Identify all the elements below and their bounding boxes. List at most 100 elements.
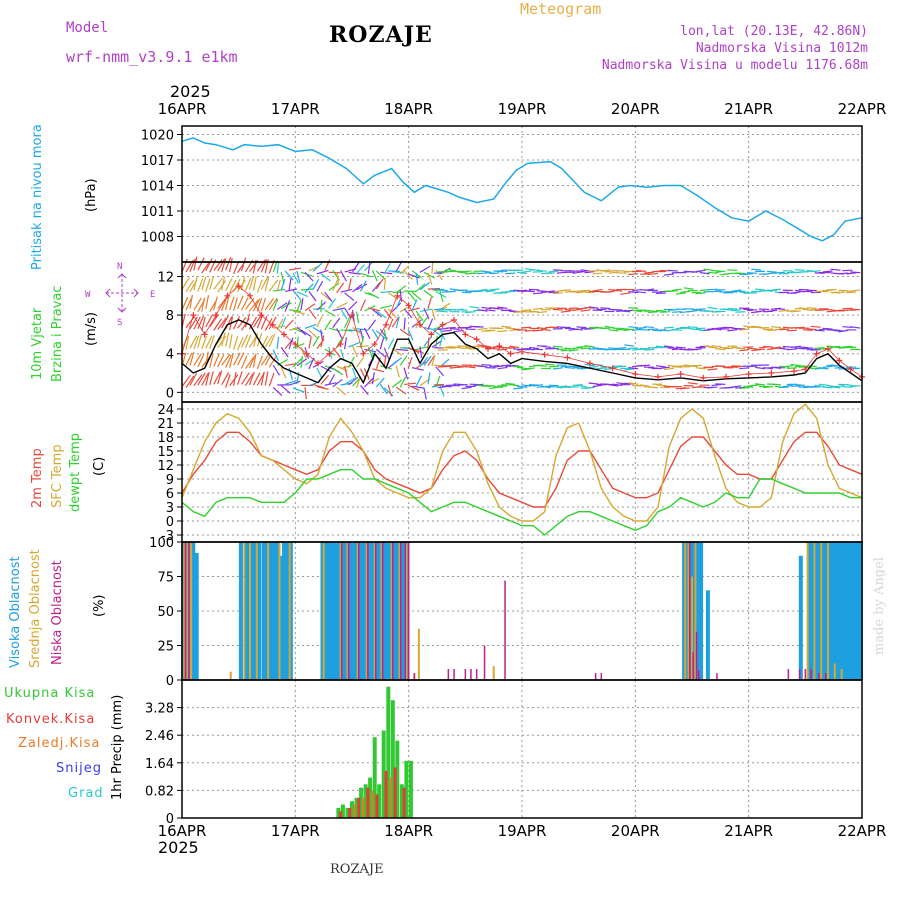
wind-barb	[419, 356, 429, 367]
wind-barb	[521, 270, 532, 273]
cloud-low-bar	[798, 669, 801, 680]
cloud-mid-bar	[405, 542, 408, 680]
wind-barb	[189, 372, 198, 386]
cloud-low-bar	[787, 669, 790, 680]
wind-barb	[731, 309, 742, 312]
wind-barb	[695, 308, 706, 311]
wind-barb	[264, 352, 273, 366]
pressure-line	[181, 137, 863, 242]
model-name: wrf-nmm_v3.9.1 e1km	[66, 48, 238, 66]
wind-barb	[715, 383, 726, 385]
cloud-high-bar	[682, 542, 687, 680]
wind-barb	[336, 336, 344, 348]
wind-barb	[308, 357, 315, 370]
cloud-high-bar	[814, 542, 819, 680]
wind-barb	[770, 326, 782, 329]
wind-barb	[252, 372, 261, 386]
cloud-mid-bar	[190, 542, 193, 680]
x-tick-label-bottom: 19APR	[498, 822, 547, 840]
wind-barb	[268, 297, 278, 311]
wind-barb	[399, 355, 408, 366]
wind-barb	[276, 279, 281, 292]
wind-barb	[193, 353, 202, 366]
y-tick-label: 21	[157, 417, 174, 432]
wind-barb	[296, 299, 302, 312]
wind-barb	[316, 280, 324, 292]
wind-barb	[205, 258, 213, 272]
wind-barb	[383, 263, 391, 275]
wind-barb	[493, 365, 504, 368]
wind-barb	[782, 365, 793, 368]
wind-barb	[209, 275, 215, 290]
wind-barb	[798, 307, 809, 310]
wind-barb	[312, 262, 323, 272]
wind-barb	[663, 367, 674, 371]
wind-barb	[240, 276, 246, 291]
wind-barb	[691, 328, 702, 331]
wind-barb	[355, 376, 362, 388]
cloud-mid-bar	[255, 542, 258, 680]
wind-barb	[687, 309, 698, 313]
wind-barb	[600, 269, 611, 272]
wind-barb	[493, 307, 504, 310]
cloud-mid-bar	[820, 542, 823, 680]
dewpt-line	[181, 469, 862, 536]
wind-barb	[359, 299, 366, 312]
wind-barb	[485, 290, 496, 293]
wind-barb	[248, 276, 255, 290]
wind-barb	[380, 290, 393, 294]
wind-barb	[292, 387, 305, 393]
cloud-low-bar	[825, 673, 827, 680]
y-tick-label: 1014	[141, 180, 174, 195]
wind-barb	[336, 328, 343, 340]
wind-barb	[359, 280, 367, 292]
wind-barb	[320, 292, 331, 301]
cloud-high-bar	[848, 542, 853, 680]
x-tick-label-top: 19APR	[498, 100, 547, 118]
wind-barb	[419, 308, 432, 313]
y-tick-label: 1.64	[145, 757, 174, 772]
wind-barb	[822, 270, 833, 273]
wind-barb	[584, 386, 595, 390]
wind-barb	[806, 328, 817, 331]
wind-barb	[395, 285, 407, 294]
wind-barb	[608, 329, 619, 332]
wind-barb	[473, 290, 484, 293]
wind-barb	[663, 345, 674, 349]
wind-barb	[762, 290, 774, 292]
wind-barb	[360, 385, 369, 395]
cloud-low-bar	[367, 542, 369, 680]
wind-barb	[308, 336, 312, 349]
wind-barb	[197, 257, 205, 271]
wind-barb	[348, 329, 361, 332]
wind-barb	[308, 329, 319, 339]
wind-barb	[372, 308, 383, 318]
wind-barb	[624, 344, 635, 347]
wind-barb	[252, 276, 257, 291]
wind-barb	[181, 258, 188, 273]
wind-barb	[260, 353, 270, 366]
wind-barb	[348, 271, 361, 275]
wind-barb	[481, 364, 492, 366]
wind-barb	[344, 337, 347, 350]
wind-barb	[332, 269, 340, 281]
cloud-mid-bar	[813, 542, 816, 680]
wind-barb	[336, 272, 340, 285]
model-label: Model	[66, 20, 109, 36]
wind-barb	[572, 271, 583, 274]
wind-barb	[423, 289, 434, 299]
precip-total-bar	[381, 730, 386, 818]
wind-barb	[296, 270, 301, 283]
x-tick-label-bottom: 17APR	[271, 822, 320, 840]
wind-barb	[236, 371, 243, 385]
wind-barb	[368, 307, 381, 312]
cloud-high-bar	[405, 542, 410, 680]
wind-barb	[209, 371, 214, 386]
wind-barb	[497, 330, 508, 333]
y-tick-label: 1017	[141, 154, 174, 169]
cloud-mid-bar	[684, 542, 687, 680]
wind-barb	[838, 329, 849, 333]
cloud-high-bar	[852, 542, 857, 680]
wind-barb	[540, 345, 551, 348]
wind-barb	[532, 270, 544, 273]
